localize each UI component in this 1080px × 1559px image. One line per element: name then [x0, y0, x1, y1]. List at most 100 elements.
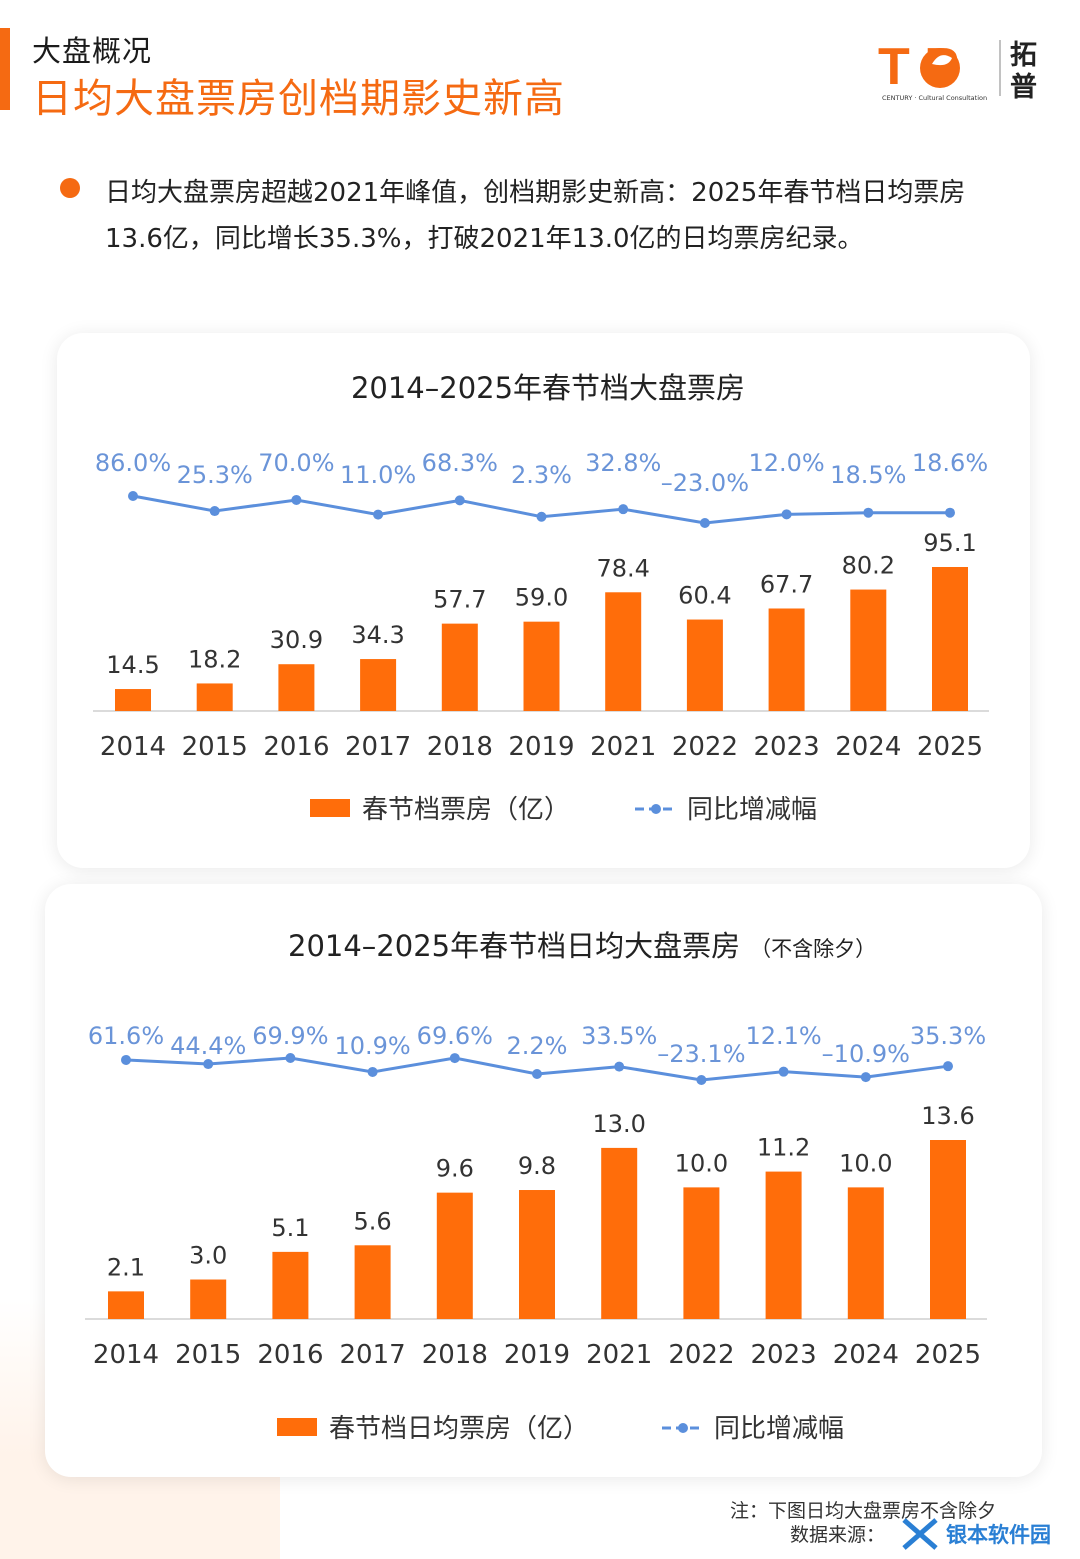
x-tick-2025: 2025 [915, 1340, 981, 1370]
growth-label-2024: –10.9% [822, 1040, 910, 1068]
x-tick-2022: 2022 [668, 1340, 734, 1370]
bar-label-2021: 13.0 [592, 1110, 645, 1138]
bar-2016 [272, 1251, 309, 1319]
legend-line-label: 同比增减幅 [687, 795, 817, 825]
growth-point-2015 [203, 1059, 214, 1070]
logo-rocket-icon [920, 48, 960, 88]
bar-2015 [190, 1279, 227, 1319]
bar-2018 [436, 1192, 473, 1319]
bar-label-2022: 60.4 [678, 582, 731, 610]
bar-2016 [278, 664, 315, 711]
growth-label-2015: 44.4% [170, 1032, 246, 1060]
legend-bar-swatch [277, 1418, 317, 1436]
bar-2021 [601, 1147, 638, 1319]
growth-point-2024 [863, 507, 874, 518]
logo-cn-2: 普 [1010, 71, 1037, 103]
x-tick-2025: 2025 [917, 732, 983, 762]
growth-point-2016 [285, 1053, 296, 1063]
footer-source: 数据来源： [790, 1524, 886, 1546]
growth-point-2021 [614, 1061, 625, 1072]
bar-2019 [519, 1190, 555, 1319]
bar-label-2024: 10.0 [839, 1149, 892, 1177]
bar-2024 [850, 589, 887, 711]
growth-label-2019: 2.3% [511, 461, 572, 489]
x-tick-2019: 2019 [504, 1340, 570, 1370]
x-tick-2021: 2021 [590, 732, 656, 762]
logo-cn-1: 拓 [1010, 40, 1037, 71]
bar-2024 [847, 1187, 884, 1319]
bar-label-2019: 59.0 [515, 584, 568, 612]
growth-label-2016: 69.9% [252, 1022, 328, 1050]
bar-2019 [523, 621, 560, 711]
watermark-text: 银本软件园 [946, 1523, 1051, 1547]
bar-2015 [196, 683, 233, 711]
growth-label-2014: 86.0% [95, 449, 171, 477]
x-tick-2017: 2017 [340, 1340, 406, 1370]
growth-label-2014: 61.6% [88, 1022, 164, 1050]
bar-label-2014: 2.1 [107, 1253, 145, 1281]
bar-label-2024: 80.2 [842, 552, 895, 580]
legend-line-label: 同比增减幅 [714, 1414, 844, 1444]
growth-label-2016: 70.0% [258, 449, 334, 477]
legend-bar-label: 春节档票房（亿） [362, 795, 570, 825]
growth-point-2025 [943, 1061, 953, 1072]
bar-2014 [115, 689, 151, 711]
legend-line-marker [651, 804, 661, 814]
legend-bar-label: 春节档日均票房（亿） [329, 1414, 589, 1444]
legend-bar-swatch [310, 799, 350, 817]
growth-label-2021: 32.8% [585, 449, 661, 477]
chart-title: 2014–2025年春节档日均大盘票房 （不含除夕） [288, 929, 876, 963]
logo-tagline: CENTURY · Cultural Consultation [882, 94, 987, 102]
growth-point-2017 [373, 509, 384, 520]
chart-title: 2014–2025年春节档大盘票房 [351, 371, 745, 405]
growth-point-2018 [454, 495, 465, 506]
bar-label-2017: 5.6 [354, 1207, 392, 1235]
bar-label-2021: 78.4 [596, 554, 649, 582]
x-tick-2019: 2019 [508, 732, 574, 762]
growth-point-2023 [778, 1066, 789, 1077]
chart-daily-box-office: 2014–2025年春节档日均大盘票房 （不含除夕） 2.1 2014 3.0 2015 5… [85, 929, 987, 1444]
growth-label-2025: 35.3% [910, 1022, 986, 1050]
x-tick-2015: 2015 [175, 1340, 241, 1370]
growth-label-2018: 68.3% [422, 449, 498, 477]
bar-2023 [768, 608, 805, 711]
bar-2021 [605, 592, 642, 711]
x-tick-2014: 2014 [93, 1340, 159, 1370]
growth-point-2018 [449, 1053, 460, 1064]
bar-label-2016: 30.9 [270, 626, 323, 654]
section-label: 大盘概况 [32, 34, 153, 68]
growth-label-2022: –23.1% [657, 1040, 745, 1068]
x-tick-2024: 2024 [833, 1340, 899, 1370]
growth-label-2025: 18.6% [912, 449, 988, 477]
growth-point-2014 [128, 491, 138, 501]
x-tick-2018: 2018 [422, 1340, 488, 1370]
growth-label-2017: 11.0% [340, 461, 416, 489]
x-tick-2016: 2016 [263, 732, 329, 762]
legend-line-marker [678, 1423, 688, 1433]
bar-2017 [360, 659, 397, 711]
footer-note: 注：下图日均大盘票房不含除夕 [730, 1500, 997, 1522]
bar-label-2025: 13.6 [921, 1102, 974, 1130]
growth-point-2025 [945, 507, 955, 518]
x-tick-2018: 2018 [427, 732, 493, 762]
bar-label-2018: 9.6 [436, 1155, 474, 1183]
bar-2014 [108, 1291, 144, 1319]
growth-point-2023 [781, 509, 792, 520]
summary-text: 日均大盘票房超越2021年峰值，创档期影史新高：2025年春节档日均票房 13.6… [105, 178, 966, 254]
growth-label-2017: 10.9% [334, 1032, 410, 1060]
chart-card-daily-box-office: 2014–2025年春节档日均大盘票房 （不含除夕） 2.1 2014 3.0 2015 5… [45, 884, 1042, 1477]
bar-2025 [930, 1140, 966, 1319]
growth-label-2019: 2.2% [507, 1032, 568, 1060]
x-tick-2023: 2023 [751, 1340, 817, 1370]
chart-total-box-office: 2014–2025年春节档大盘票房 14.5 2014 18.2 2015 30.9 201… [93, 371, 989, 825]
growth-label-2021: 33.5% [581, 1022, 657, 1050]
bar-label-2019: 9.8 [518, 1152, 556, 1180]
growth-point-2017 [367, 1066, 378, 1077]
bar-2017 [354, 1245, 391, 1319]
logo-rocket-window [932, 55, 952, 66]
x-tick-2022: 2022 [672, 732, 738, 762]
page-headline: 日均大盘票房创档期影史新高 [32, 76, 565, 122]
growth-label-2018: 69.6% [417, 1022, 493, 1050]
bar-label-2018: 57.7 [433, 586, 486, 614]
growth-label-2023: 12.1% [745, 1022, 821, 1050]
